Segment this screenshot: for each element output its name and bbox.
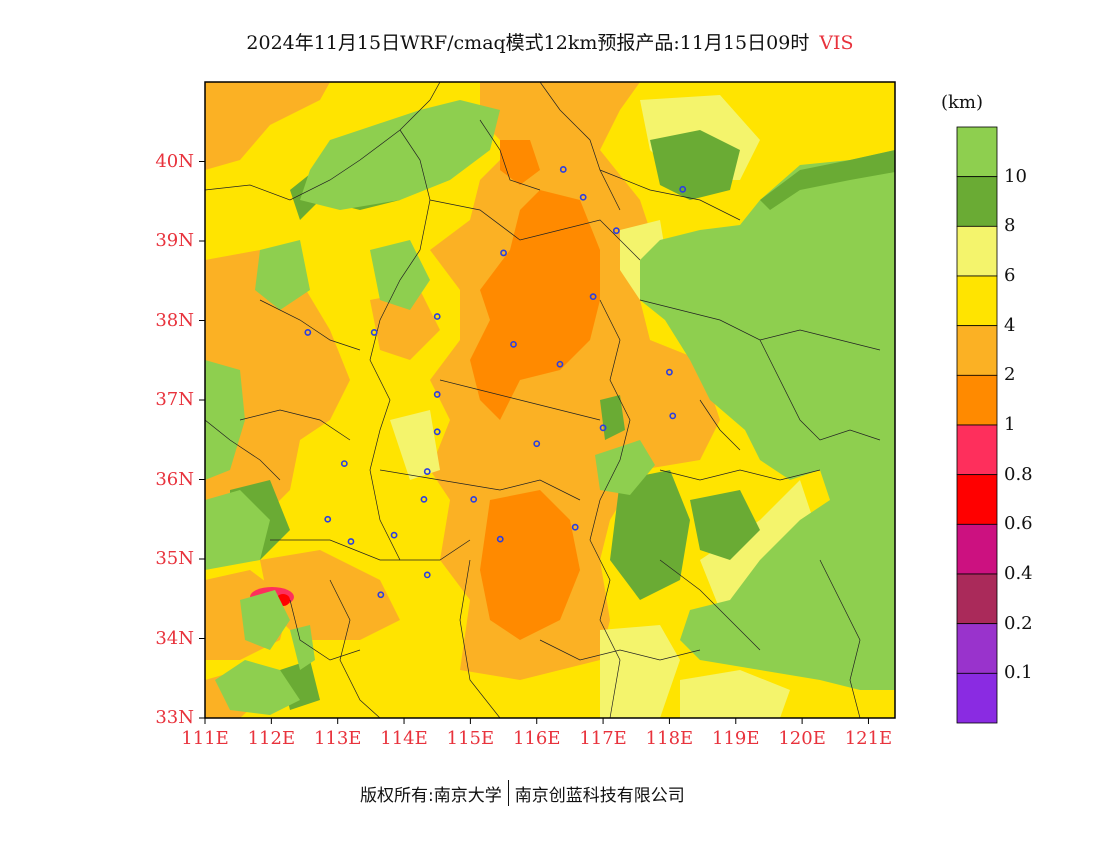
colorbar (956, 126, 998, 724)
lon-label: 120E (778, 728, 826, 749)
city-marker (599, 424, 607, 432)
city-marker (496, 535, 504, 543)
city-marker (390, 531, 398, 539)
city-marker (669, 412, 677, 420)
city-marker (433, 428, 441, 436)
lon-label: 112E (247, 728, 296, 749)
colorbar-swatch (956, 573, 998, 625)
city-marker (340, 460, 348, 467)
colorbar-swatch (956, 275, 998, 327)
city-marker (500, 249, 507, 257)
lat-label: 38N (155, 309, 194, 331)
lon-label: 116E (512, 728, 561, 749)
city-marker (470, 495, 478, 503)
colorbar-swatch (956, 424, 998, 476)
lat-label: 39N (155, 230, 194, 251)
colorbar-label: 1 (1004, 414, 1016, 435)
colorbar-swatch (956, 225, 998, 277)
city-marker (510, 340, 517, 348)
lon-label: 111E (181, 728, 229, 749)
colorbar-label: 8 (1004, 215, 1016, 237)
city-marker (612, 227, 620, 235)
lon-label: 118E (645, 728, 694, 749)
lon-label: 115E (446, 728, 495, 749)
city-marker (423, 571, 431, 579)
footer-separator (507, 780, 509, 806)
lat-label: 37N (155, 389, 194, 410)
title-variable: VIS (819, 32, 854, 54)
colorbar-label: 0.2 (1004, 612, 1033, 634)
city-marker (559, 166, 567, 173)
lat-label: 34N (155, 627, 194, 649)
vis-1-2km-regions (470, 140, 600, 640)
lat-label: 40N (155, 150, 194, 172)
city-marker (324, 515, 332, 523)
city-marker (666, 368, 673, 376)
city-marker (556, 360, 564, 368)
lat-label: 36N (155, 468, 194, 490)
copyright-right: 南京创蓝科技有限公司 (514, 785, 685, 806)
lat-label: 33N (155, 707, 194, 728)
city-marker (377, 591, 385, 599)
sea-area (640, 82, 895, 718)
colorbar-label: 0.8 (1004, 463, 1033, 485)
coast-shadow (760, 150, 895, 210)
admin-boundaries (205, 82, 881, 718)
city-markers (304, 166, 687, 599)
city-marker (533, 440, 541, 448)
lon-label: 113E (313, 728, 362, 749)
colorbar-swatch (956, 623, 998, 674)
city-marker (420, 495, 428, 503)
colorbar-label: 0.4 (1004, 563, 1033, 584)
colorbar-label: 4 (1004, 314, 1016, 336)
colorbar-unit: (km) (941, 92, 984, 113)
city-marker (579, 193, 587, 201)
colorbar-label: 10 (1004, 165, 1027, 187)
colorbar-label: 0.6 (1004, 513, 1033, 535)
colorbar-label: 2 (1004, 364, 1016, 386)
colorbar-label: 6 (1004, 265, 1016, 286)
axis-ticks (199, 161, 869, 724)
city-marker (347, 538, 355, 545)
colorbar-swatch (956, 374, 998, 426)
city-marker (304, 329, 312, 336)
lon-label: 114E (380, 728, 428, 749)
copyright-footer: 版权所有:南京大学 南京创蓝科技有限公司 (360, 780, 685, 806)
chart-title: 2024年11月15日WRF/cmaq模式12km预报产品:11月15日09时 V… (0, 28, 1100, 55)
city-marker (589, 293, 597, 301)
colorbar-swatch (956, 672, 998, 724)
colorbar-swatch (956, 325, 998, 376)
lon-label: 121E (844, 728, 893, 749)
city-marker (423, 468, 431, 475)
colorbar-swatch (956, 474, 998, 525)
colorbar-swatch (956, 176, 998, 227)
city-marker (433, 313, 441, 320)
city-marker (370, 329, 378, 336)
colorbar-swatch (956, 126, 998, 178)
city-marker (433, 391, 441, 398)
title-main: 2024年11月15日WRF/cmaq模式12km预报产品:11月15日09时 (246, 32, 810, 54)
lat-label: 35N (155, 548, 194, 569)
lon-label: 119E (712, 728, 760, 749)
vis-over-10km-land-regions (205, 100, 655, 715)
city-marker (679, 185, 687, 193)
colorbar-label: 0.1 (1004, 662, 1033, 684)
city-marker (571, 523, 579, 531)
colorbar-swatch (956, 523, 998, 575)
copyright-left: 版权所有:南京大学 (360, 785, 502, 806)
lon-label: 117E (579, 728, 627, 749)
map-area (205, 82, 895, 718)
